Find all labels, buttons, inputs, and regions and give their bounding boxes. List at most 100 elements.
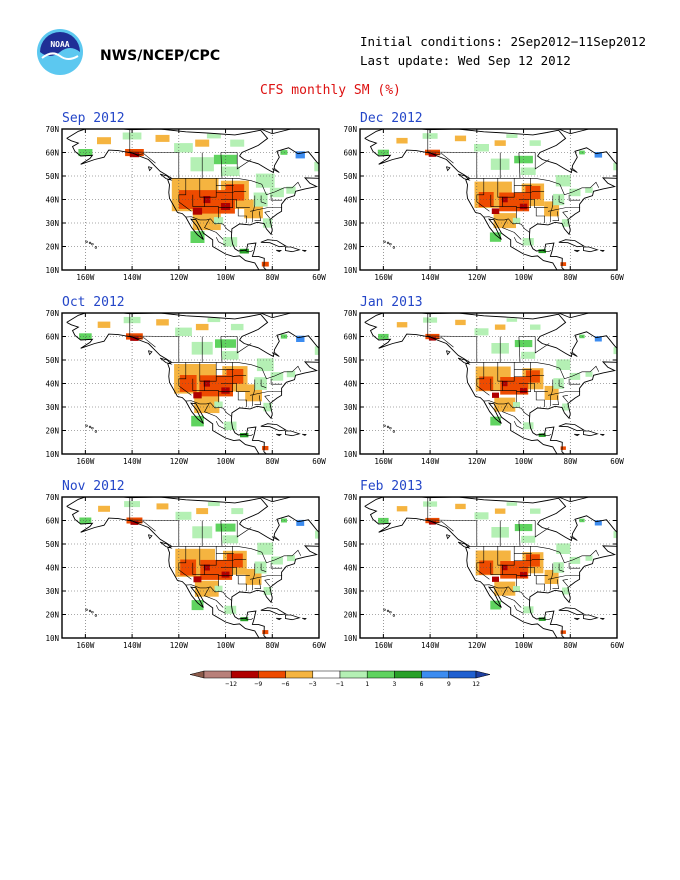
soil-moisture-anomaly-cell — [513, 586, 520, 592]
soil-moisture-anomaly-cell — [287, 555, 295, 562]
lon-tick-label: 60W — [610, 641, 624, 650]
soil-moisture-anomaly-cell — [585, 187, 593, 193]
boundary-line — [513, 604, 524, 614]
noaa-logo-icon: NOAA — [37, 29, 83, 75]
boundary-line — [534, 152, 550, 170]
boundary-line — [199, 178, 217, 198]
island-outline — [582, 430, 599, 437]
boundary-line — [236, 520, 252, 538]
soil-moisture-anomaly-cell — [196, 508, 209, 515]
island-outline — [557, 497, 591, 503]
island-outline — [386, 241, 390, 245]
soil-moisture-anomaly-cell — [97, 137, 111, 145]
soil-moisture-anomaly-cell — [255, 173, 275, 188]
boundary-line — [483, 584, 531, 601]
island-outline — [392, 614, 396, 617]
island-outline — [260, 239, 288, 248]
soil-moisture-anomaly-cell — [423, 501, 438, 507]
soil-moisture-anomaly-cell — [193, 392, 202, 399]
soil-moisture-anomaly-cell — [97, 321, 111, 328]
soil-moisture-anomaly-cell — [220, 203, 231, 210]
colorbar-segment — [258, 670, 286, 679]
lon-tick-label: 80W — [563, 641, 577, 650]
soil-moisture-anomaly-cell — [555, 175, 571, 187]
soil-moisture-anomaly-cell — [230, 139, 245, 147]
island-outline — [276, 617, 283, 621]
soil-moisture-anomaly-cell — [280, 150, 288, 155]
lat-tick-label: 40N — [45, 196, 59, 205]
island-outline — [148, 166, 153, 172]
soil-moisture-anomaly-cell — [520, 387, 527, 394]
boundary-line — [516, 178, 531, 208]
soil-moisture-anomaly-cell — [191, 415, 204, 427]
island-outline — [88, 425, 92, 429]
boundary-line — [552, 211, 559, 221]
boundary-line — [253, 563, 256, 580]
lon-tick-label: 100W — [515, 273, 534, 282]
lat-tick-label: 10N — [45, 266, 59, 275]
boundary-line — [551, 195, 554, 212]
island-outline — [383, 608, 386, 612]
island-outline — [159, 541, 173, 549]
lon-tick-label: 80W — [265, 273, 279, 282]
boundary-line — [558, 195, 565, 204]
island-outline — [386, 609, 390, 613]
island-outline — [159, 357, 173, 365]
panel-title: Oct 2012 — [62, 295, 125, 310]
island-outline — [159, 173, 173, 181]
figure-title: CFS monthly SM (%) — [260, 83, 401, 98]
soil-moisture-anomaly-cell — [455, 319, 466, 326]
soil-moisture-anomaly-cell — [280, 334, 288, 339]
soil-moisture-anomaly-cell — [226, 369, 244, 384]
soil-moisture-anomaly-cell — [262, 446, 269, 451]
island-outline — [446, 166, 451, 172]
organization-name: NWS/NCEP/CPC — [100, 48, 221, 64]
island-outline — [260, 423, 288, 432]
soil-moisture-anomaly-cell — [220, 166, 240, 176]
boundary-line — [129, 497, 156, 532]
soil-moisture-anomaly-cell — [269, 187, 284, 198]
island-outline — [383, 240, 386, 244]
lat-tick-label: 30N — [45, 219, 59, 228]
lat-tick-label: 60N — [343, 333, 357, 342]
lat-tick-label: 40N — [343, 564, 357, 573]
soil-moisture-anomaly-cell — [506, 502, 518, 506]
soil-moisture-anomaly-cell — [378, 333, 389, 340]
soil-moisture-anomaly-cell — [192, 211, 221, 231]
lon-tick-label: 120W — [468, 457, 487, 466]
lat-tick-label: 50N — [343, 172, 357, 181]
soil-moisture-anomaly-cell — [378, 517, 389, 524]
soil-moisture-anomaly-cell — [613, 347, 617, 355]
boundary-line — [552, 395, 559, 405]
boundary-line — [558, 563, 565, 572]
forecast-map-panel: 70N 60N 50N 40N 30N 20N 10N 160W 140W 120W 100W 80W… — [45, 309, 326, 466]
soil-moisture-anomaly-cell — [613, 531, 617, 539]
boundary-line — [490, 194, 503, 207]
boundary-line — [218, 546, 233, 576]
lat-tick-label: 30N — [343, 587, 357, 596]
lon-tick-label: 140W — [421, 641, 440, 650]
lon-tick-label: 100W — [217, 641, 236, 650]
soil-moisture-anomaly-cell — [193, 576, 202, 583]
boundary-line — [427, 129, 454, 164]
lat-tick-label: 10N — [45, 634, 59, 643]
soil-moisture-anomaly-cell — [520, 571, 527, 578]
soil-moisture-anomaly-cell — [506, 134, 518, 138]
boundary-line — [199, 546, 217, 566]
island-outline — [260, 607, 288, 616]
soil-moisture-anomaly-cell — [585, 371, 593, 377]
soil-moisture-anomaly-cell — [585, 555, 593, 561]
boundary-line — [250, 207, 283, 212]
soil-moisture-anomaly-cell — [579, 518, 585, 523]
lon-tick-label: 160W — [374, 457, 393, 466]
lon-tick-label: 100W — [217, 273, 236, 282]
boundary-line — [237, 207, 247, 223]
lat-tick-label: 70N — [343, 125, 357, 134]
soil-moisture-anomaly-cell — [494, 581, 516, 596]
boundary-line — [518, 520, 521, 547]
boundary-line — [250, 391, 283, 396]
forecast-map-panel: 70N 60N 50N 40N 30N 20N 10N 160W 140W 120W 100W 80W… — [45, 493, 326, 650]
island-outline — [272, 168, 280, 173]
boundary-line — [502, 219, 522, 240]
forecast-map-panel: 70N 60N 50N 40N 30N 20N 10N 160W 140W 120W 100W 80W… — [343, 309, 624, 466]
